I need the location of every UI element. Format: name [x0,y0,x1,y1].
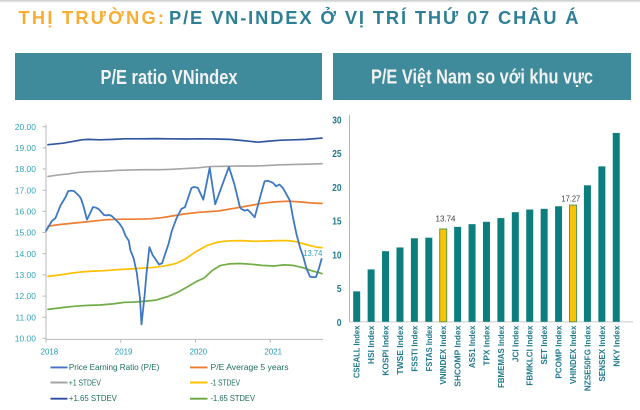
svg-text:SET Index: SET Index [539,325,549,364]
svg-text:13.00: 13.00 [15,270,37,280]
svg-text:25: 25 [332,149,342,160]
svg-text:18.00: 18.00 [15,164,37,174]
svg-text:20: 20 [332,183,342,194]
svg-text:14.00: 14.00 [15,249,37,259]
svg-text:HSI Index: HSI Index [366,325,376,364]
svg-text:12.00: 12.00 [15,291,37,301]
svg-text:20.00: 20.00 [15,122,37,132]
svg-text:-1 STDEV: -1 STDEV [211,377,241,387]
svg-text:11.00: 11.00 [15,312,36,322]
svg-text:KOSPI Index: KOSPI Index [381,325,391,375]
svg-text:FSTAS Index: FSTAS Index [424,325,434,371]
svg-text:5: 5 [337,284,342,295]
svg-text:SHCOMP Index: SHCOMP Index [453,325,463,387]
svg-text:P/E Việt Nam so với khu vực: P/E Việt Nam so với khu vực [371,66,593,88]
svg-text:10.00: 10.00 [15,334,37,344]
svg-text:VHINDEX Index: VHINDEX Index [568,325,578,384]
svg-text:+1 STDEV: +1 STDEV [69,377,101,387]
svg-text:PCOMP Index: PCOMP Index [554,325,564,378]
svg-text:P/E Average 5 years: P/E Average 5 years [211,362,289,372]
svg-text:-1.65 STDEV: -1.65 STDEV [211,393,256,403]
svg-text:10: 10 [332,250,342,261]
svg-text:FBMKLCI Index: FBMKLCI Index [525,325,535,385]
svg-text:FSSTI Index: FSSTI Index [409,325,419,371]
svg-text:2021: 2021 [264,346,282,356]
svg-text:2020: 2020 [190,346,208,356]
svg-text:15: 15 [332,217,342,228]
svg-text:TWSE Index: TWSE Index [395,325,405,374]
svg-text:Price Earning Ratio (P/E): Price Earning Ratio (P/E) [69,362,160,372]
svg-text:2019: 2019 [115,346,133,356]
svg-text:13.74: 13.74 [436,213,456,223]
svg-text:NZSE50FG Index: NZSE50FG Index [582,325,592,391]
svg-text:AS51 Index: AS51 Index [467,325,477,368]
svg-text:NKY Index: NKY Index [611,325,621,366]
svg-text:THỊ TRƯỜNG: P/E VN-INDEX Ở: THỊ TRƯỜNG: P/E VN-INDEX Ở VỊ TRÍ THỨ 07… [19,7,579,28]
svg-text:0: 0 [337,318,342,329]
svg-text:SENSEX Index: SENSEX Index [597,325,607,381]
svg-text:15.00: 15.00 [15,228,37,238]
svg-text:2018: 2018 [41,346,59,356]
svg-text:TPX Index: TPX Index [481,325,491,365]
svg-text:17.00: 17.00 [15,185,37,195]
svg-text:P/E ratio VNindex: P/E ratio VNindex [101,67,239,89]
svg-text:VNINDEX Index: VNINDEX Index [438,325,448,384]
svg-text:JCI Index: JCI Index [510,325,520,362]
svg-text:16.00: 16.00 [15,207,37,217]
svg-text:30: 30 [332,115,342,126]
svg-text:+1.65 STDEV: +1.65 STDEV [69,393,117,403]
svg-text:CSEALL Index: CSEALL Index [352,325,362,378]
svg-text:13.74: 13.74 [303,248,322,258]
svg-text:17.27: 17.27 [561,193,580,203]
svg-text:FBMEMAS Index: FBMEMAS Index [496,325,506,388]
svg-text:19.00: 19.00 [15,143,37,153]
